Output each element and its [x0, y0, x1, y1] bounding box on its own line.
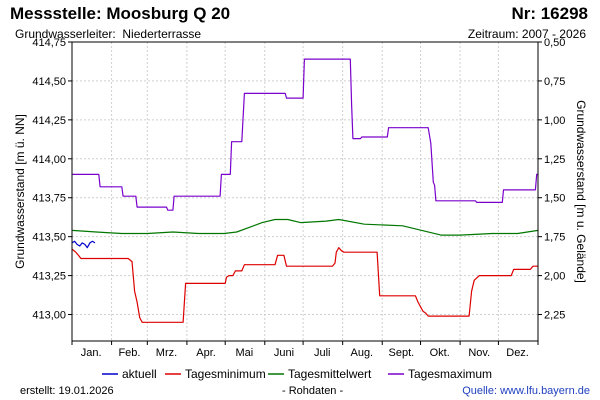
y-axis-left-ticks: 413,00 413,25 413,50 413,75 414,00 414,25 414,…: [32, 37, 72, 322]
y-tick-label-left: 414,25: [32, 115, 66, 127]
series-line-aktuell: [71, 240, 96, 249]
y-tick-label-left: 413,75: [32, 193, 66, 205]
y-tick-label-right: 2,00: [544, 271, 565, 283]
legend-label: Tagesminimum: [185, 367, 266, 381]
source-info: Quelle: www.lfu.bayern.de: [462, 385, 590, 397]
x-tick-label: Nov.: [468, 347, 490, 359]
y-axis-right-title: Grundwasserstand [m u. Gelände]: [574, 100, 588, 283]
x-tick-label: Okt.: [430, 347, 450, 359]
legend-label: Tagesmittelwert: [288, 367, 372, 381]
y-tick-label-left: 413,25: [32, 271, 66, 283]
station-title: Messstelle: Moosburg Q 20: [10, 4, 231, 23]
source-link[interactable]: www.lfu.bayern.de: [500, 385, 590, 397]
y-axis-right-ticks: 2,25 2,00 1,75 1,50 1,25 1,00 0,75 0,50: [538, 37, 565, 322]
y-tick-label-left: 414,00: [32, 154, 66, 166]
y-tick-label-right: 1,25: [544, 154, 565, 166]
y-tick-label-left: 414,50: [32, 76, 66, 88]
x-tick-label: Feb.: [118, 347, 140, 359]
series-line-tagesminimum: [71, 247, 538, 323]
x-tick-label: Dez.: [506, 347, 529, 359]
legend-label: Tagesmaximum: [408, 367, 492, 381]
y-tick-label-left: 414,75: [32, 37, 66, 49]
station-number: Nr: 16298: [511, 4, 588, 23]
y-tick-label-right: 0,50: [544, 37, 565, 49]
chart-legend: aktuell Tagesminimum Tagesmittelwert Tagesm…: [102, 367, 492, 381]
legend-label: aktuell: [122, 367, 157, 381]
series-line-tagesmaximum: [72, 58, 538, 211]
series-line-tagesmittelwert: [71, 218, 539, 236]
aquifer-label: Grundwasserleiter:: [15, 27, 116, 41]
y-tick-label-right: 2,25: [544, 310, 565, 322]
x-tick-label: Apr.: [196, 347, 216, 359]
plot-frame: [71, 41, 539, 342]
y-tick-label-left: 413,00: [32, 310, 66, 322]
rawdata-label: - Rohdaten -: [282, 385, 344, 397]
aquifer-info: Grundwasserleiter: Niederterrasse: [15, 27, 201, 41]
x-tick-label: Sept.: [389, 347, 415, 359]
x-axis-ticks: Jan. Feb. Mrz. Apr. Mai Juni Juli Aug. Sept. Okt.…: [71, 341, 539, 359]
y-tick-label-right: 0,75: [544, 76, 565, 88]
x-tick-label: Juni: [274, 347, 294, 359]
y-tick-label-right: 1,75: [544, 232, 565, 244]
x-tick-label: Jan.: [81, 347, 102, 359]
x-tick-label: Aug.: [350, 347, 373, 359]
aquifer-value: Niederterrasse: [122, 27, 202, 41]
y-tick-label-right: 1,50: [544, 193, 565, 205]
x-tick-label: Mrz.: [156, 347, 177, 359]
x-tick-label: Juli: [314, 347, 331, 359]
source-label: Quelle:: [462, 385, 498, 397]
y-tick-label-left: 413,50: [32, 232, 66, 244]
x-tick-label: Mai: [235, 347, 253, 359]
y-axis-left-title: Grundwasserstand [m ü. NN]: [13, 114, 27, 269]
created-date: erstellt: 19.01.2026: [20, 385, 114, 397]
grid-lines: [71, 41, 539, 341]
series-layer: [71, 58, 539, 323]
y-tick-label-right: 1,00: [544, 115, 565, 127]
period-label: Zeitraum: 2007 - 2026: [467, 27, 586, 41]
